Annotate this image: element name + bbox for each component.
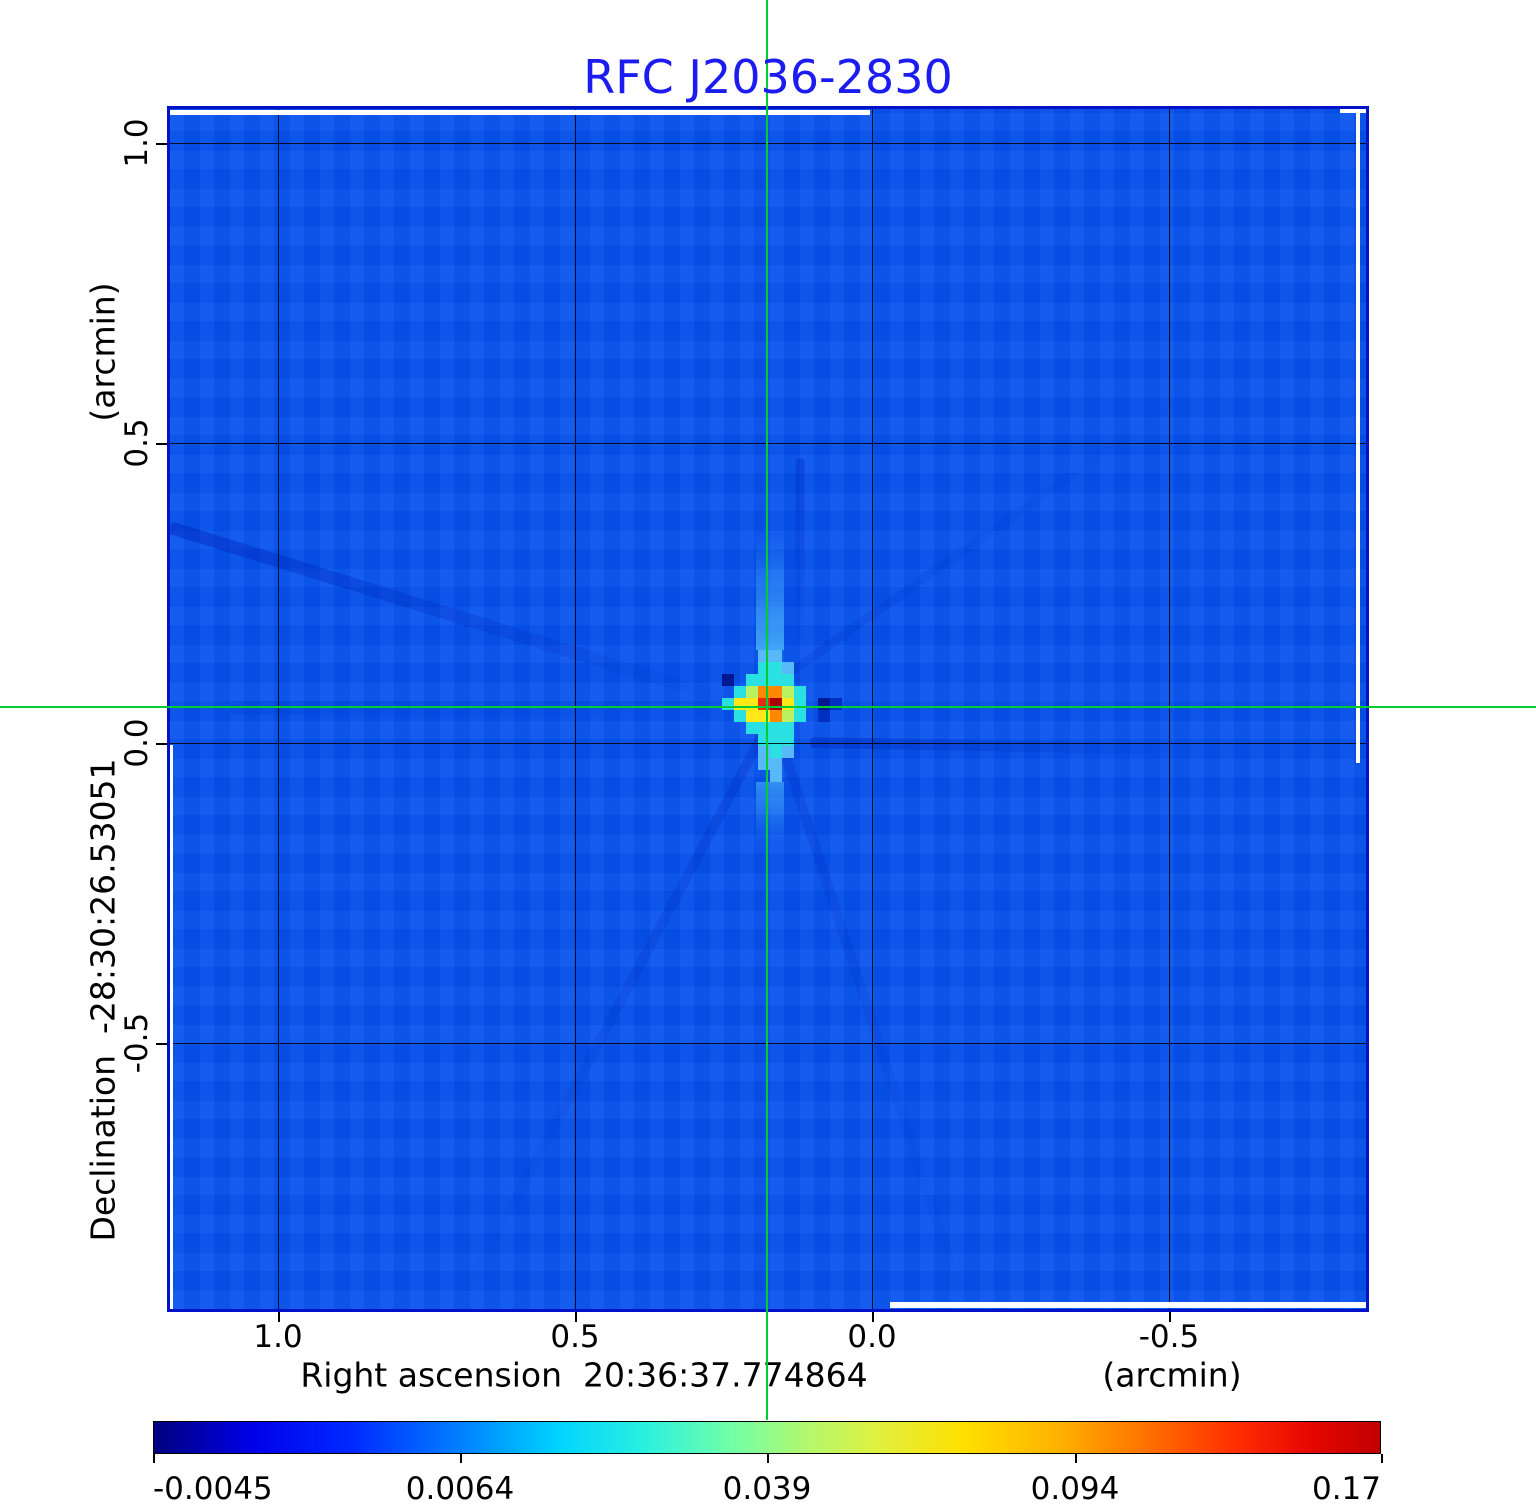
sidelobe-streak (795, 458, 805, 659)
colorbar-tick-mark (767, 1454, 769, 1463)
y-tick-mark (156, 743, 167, 745)
colorbar-tick-mark (153, 1454, 155, 1463)
y-axis-label: Declination -28:30:26.53051 (83, 758, 123, 1242)
colorbar-tick-mark (1075, 1454, 1077, 1463)
colorbar-tick-mark (1381, 1454, 1383, 1463)
y-tick-label: 1.0 (119, 118, 155, 168)
edge-artifact-top-right (1340, 109, 1366, 113)
gridline-vertical (278, 109, 279, 1309)
edge-artifact-left (170, 745, 173, 1309)
source-plume-down (756, 782, 784, 842)
y-tick-label: 0.5 (119, 418, 155, 468)
colorbar-tick-label: 0.17 (1311, 1471, 1381, 1507)
x-tick-mark (278, 1312, 280, 1322)
gridline-vertical (575, 109, 576, 1309)
edge-artifact-bottom (890, 1302, 1366, 1308)
source-plume-up (756, 534, 784, 650)
x-tick-label: 1.0 (253, 1319, 303, 1355)
x-axis-unit-label: (arcmin) (1102, 1355, 1242, 1395)
y-tick-mark (156, 443, 167, 445)
gridline-vertical (1169, 109, 1170, 1309)
colorbar-tick-label: 0.094 (1030, 1471, 1120, 1507)
gridline-horizontal (170, 443, 1366, 444)
x-tick-mark (872, 1312, 874, 1322)
map-panel (167, 106, 1369, 1312)
gridline-horizontal (170, 1043, 1366, 1044)
x-tick-label: 0.5 (550, 1319, 600, 1355)
edge-artifact-top (170, 110, 870, 115)
x-tick-label: -0.5 (1138, 1319, 1200, 1355)
map-inner (170, 109, 1366, 1309)
colorbar-tick-label: 0.039 (722, 1471, 812, 1507)
colorbar-tick-label: -0.0045 (153, 1471, 273, 1507)
crosshair-vertical (766, 0, 768, 1420)
y-axis-unit-label: (arcmin) (83, 282, 123, 422)
x-tick-mark (575, 1312, 577, 1322)
gridline-vertical (872, 109, 873, 1309)
source-pixel-grid (722, 650, 842, 782)
x-tick-mark (1169, 1312, 1171, 1322)
colorbar-tick-mark (460, 1454, 462, 1463)
gridline-horizontal (170, 743, 1366, 744)
y-tick-label: 0.0 (119, 718, 155, 768)
x-tick-label: 0.0 (847, 1319, 897, 1355)
page-title: RFC J2036-2830 (583, 50, 953, 104)
y-tick-label: -0.5 (119, 1012, 155, 1074)
gridline-horizontal (170, 143, 1366, 144)
y-tick-mark (156, 143, 167, 145)
y-tick-mark (156, 1043, 167, 1045)
colorbar (153, 1421, 1381, 1454)
x-axis-label: Right ascension 20:36:37.774864 (300, 1355, 868, 1395)
colorbar-tick-label: 0.0064 (405, 1471, 515, 1507)
edge-artifact-right (1356, 111, 1360, 763)
crosshair-horizontal (0, 706, 1536, 708)
sidelobe-streak (230, 701, 750, 715)
